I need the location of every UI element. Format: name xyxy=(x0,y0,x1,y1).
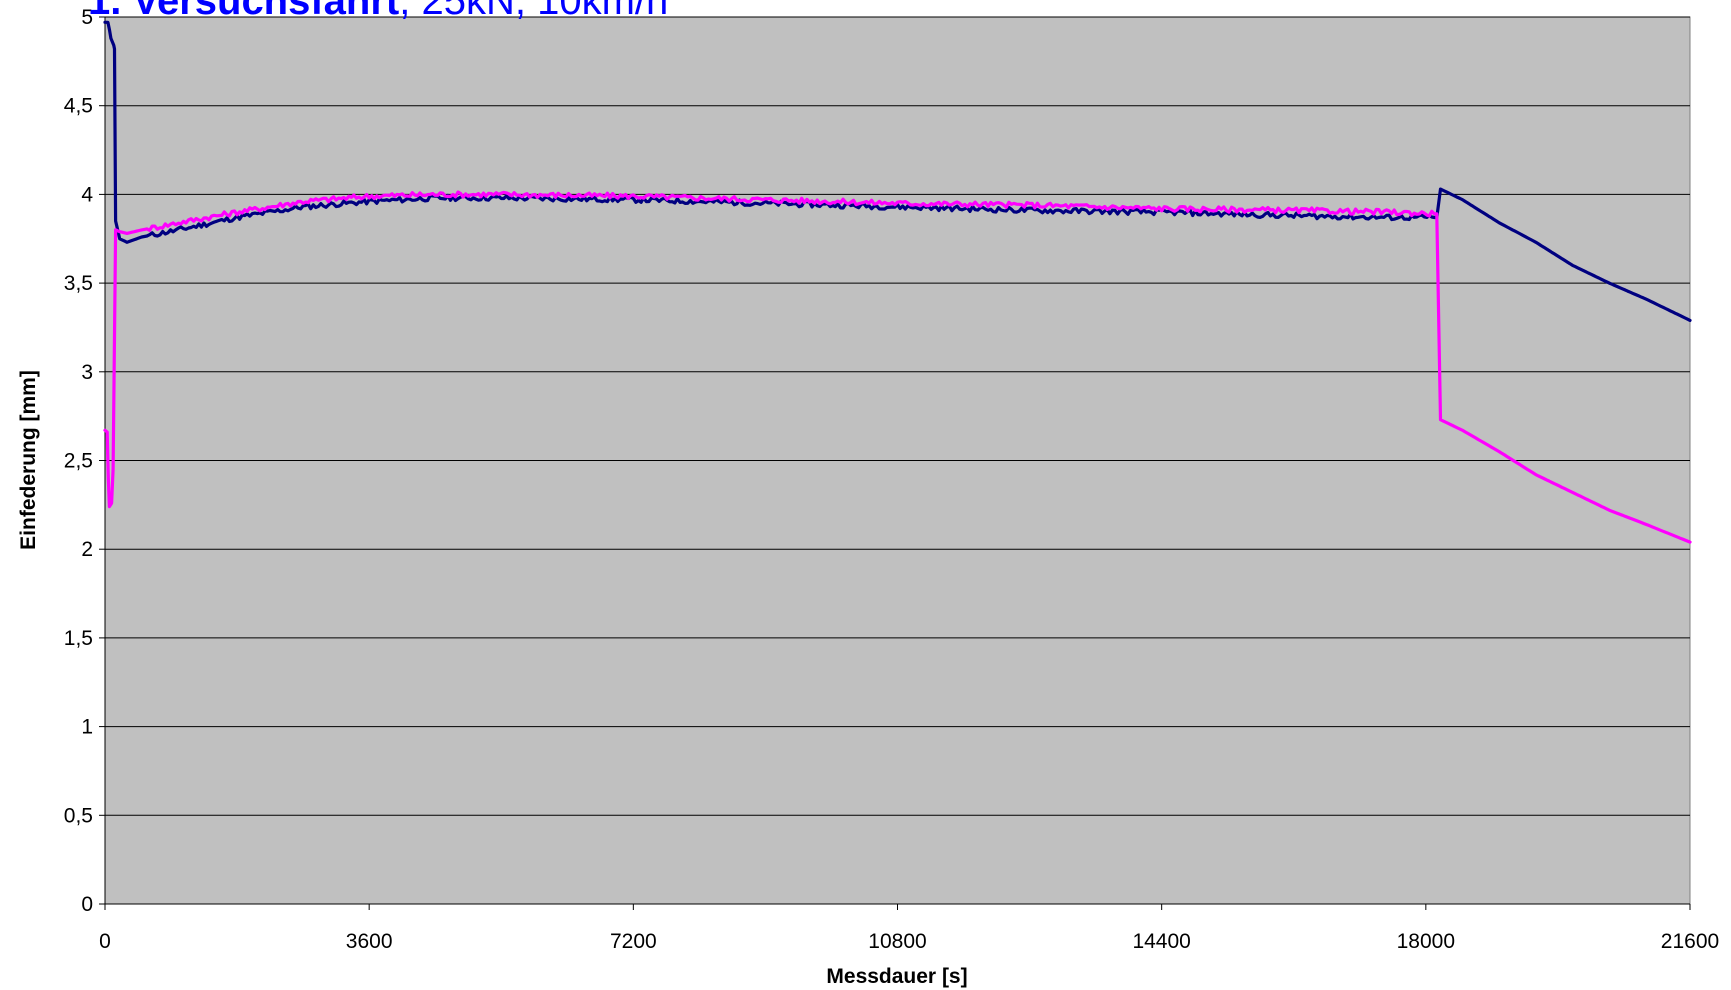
x-axis-title: Messdauer [s] xyxy=(826,965,967,988)
y-tick-label: 0 xyxy=(81,893,93,916)
axis-layer xyxy=(99,16,1691,910)
series-line-2 xyxy=(103,190,1692,544)
x-tick-label: 10800 xyxy=(868,930,926,953)
x-tick-label: 3600 xyxy=(346,930,393,953)
x-tick-label: 7200 xyxy=(610,930,657,953)
y-tick-label: 2,5 xyxy=(64,450,93,473)
y-tick-label: 2 xyxy=(81,538,93,561)
chart-title: 1. Versuchsfahrt, 25kN, 10km/h xyxy=(88,0,668,23)
y-tick-label: 3 xyxy=(81,361,93,384)
chart-title-bold: 1. Versuchsfahrt xyxy=(88,0,399,23)
grid-layer xyxy=(105,16,1690,816)
y-tick-label: 1 xyxy=(81,716,93,739)
y-tick-label: 4 xyxy=(81,183,93,206)
x-tick-label: 21600 xyxy=(1661,930,1719,953)
series-line-1 xyxy=(103,20,1692,322)
y-tick-label: 5 xyxy=(81,6,93,29)
series-layer xyxy=(103,20,1692,544)
x-tick-label: 18000 xyxy=(1397,930,1455,953)
y-axis-title: Einfederung [mm] xyxy=(17,370,40,550)
y-tick-label: 4,5 xyxy=(64,95,93,118)
x-tick-label: 14400 xyxy=(1132,930,1190,953)
y-tick-label: 3,5 xyxy=(64,272,93,295)
y-tick-label: 1,5 xyxy=(64,627,93,650)
label-layer: 0 0,5 1 1,5 2 2,5 3 3,5 4 4,5 5 0 3600 7200 10800 14400… xyxy=(64,6,1719,953)
chart-title-rest: , 25kN, 10km/h xyxy=(399,0,668,23)
x-tick-label: 0 xyxy=(99,930,111,953)
y-tick-label: 0,5 xyxy=(64,804,93,827)
